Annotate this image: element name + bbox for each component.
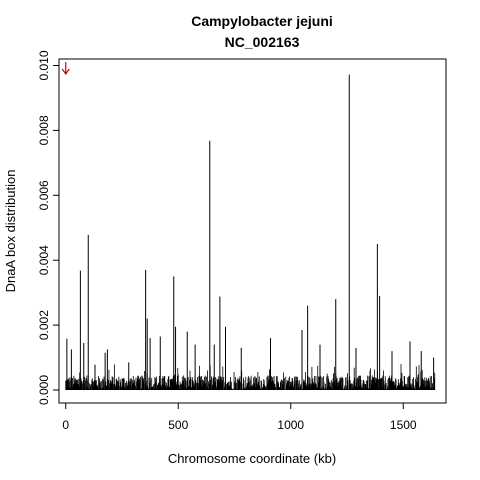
chart-subtitle: NC_002163 — [225, 34, 300, 50]
x-axis-label: Chromosome coordinate (kb) — [168, 451, 336, 466]
y-tick-label: 0.006 — [37, 180, 51, 210]
y-tick-label: 0.010 — [37, 50, 51, 80]
y-axis-label: DnaA box distribution — [3, 170, 18, 293]
x-axis: 0 500 1000 1500 — [62, 403, 417, 432]
y-tick-label: 0.000 — [37, 375, 51, 405]
origin-marker-layer — [61, 61, 70, 76]
x-tick-label: 1500 — [390, 418, 417, 432]
y-tick-label: 0.004 — [37, 245, 51, 275]
chart-title: Campylobacter jejuni — [191, 13, 333, 29]
y-tick-label: 0.008 — [37, 115, 51, 145]
y-axis: 0.000 0.002 0.004 0.006 0.008 0.010 — [37, 50, 59, 405]
bars-layer — [65, 74, 436, 391]
x-tick-label: 1000 — [277, 418, 304, 432]
origin-arrow-icon — [61, 61, 70, 76]
x-tick-label: 500 — [168, 418, 188, 432]
plot-frame — [58, 58, 447, 404]
x-tick-label: 0 — [62, 418, 69, 432]
y-tick-label: 0.002 — [37, 310, 51, 340]
